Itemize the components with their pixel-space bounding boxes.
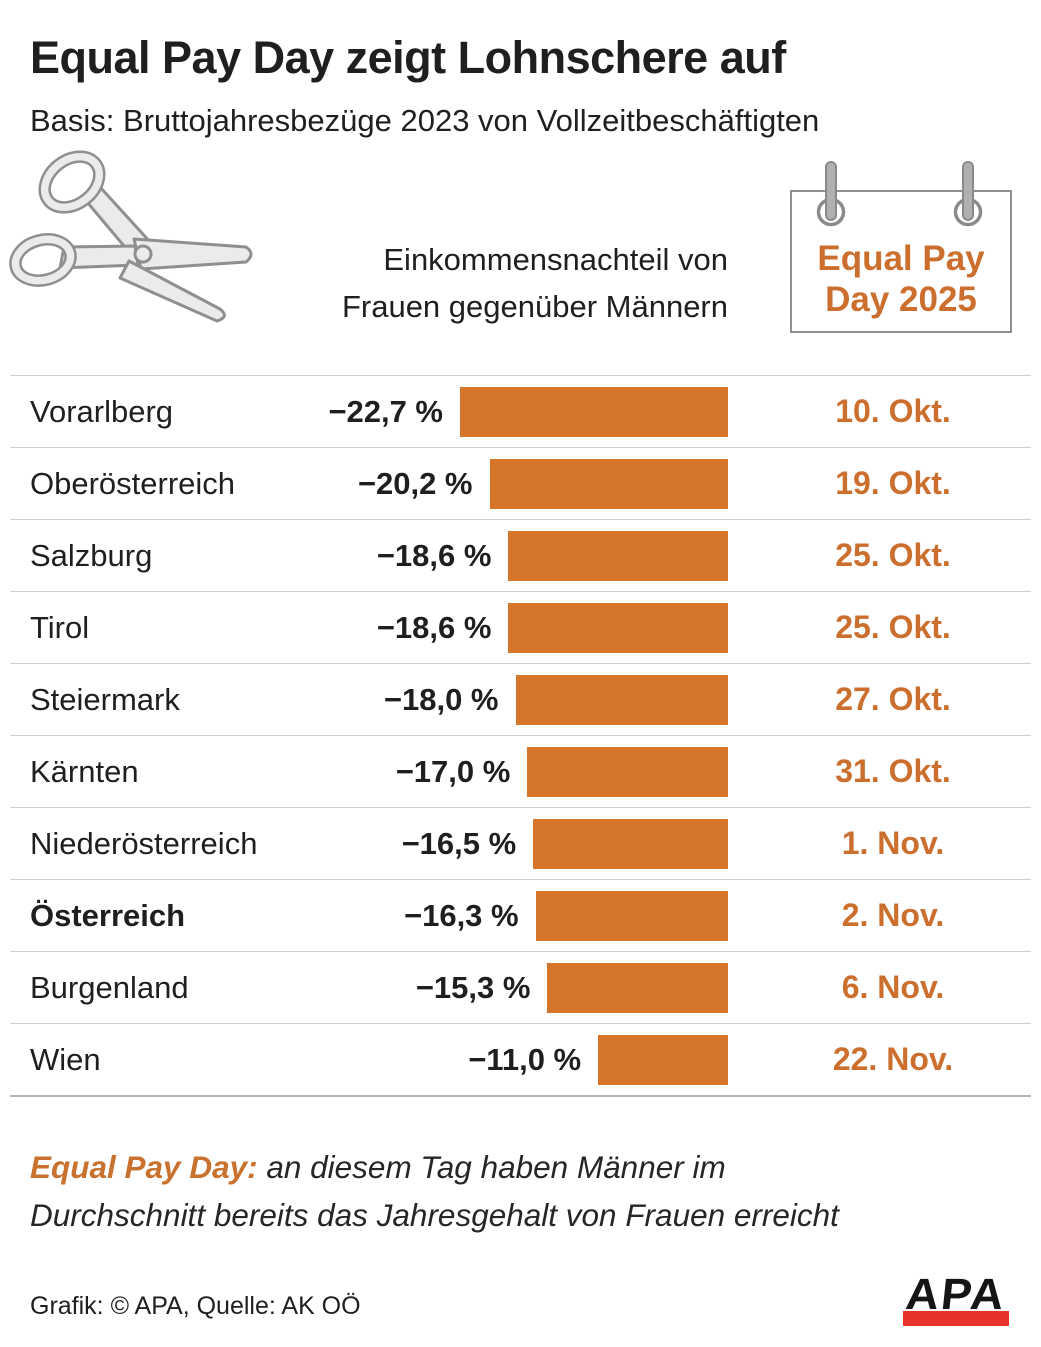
region-label: Wien: [30, 1041, 101, 1077]
apa-logo-red-bar: [903, 1311, 1009, 1326]
row-date-section: 6. Nov.: [728, 969, 1031, 1006]
calendar-label-line1: Equal Pay: [817, 239, 985, 278]
region-label: Niederösterreich: [30, 825, 258, 861]
bar: [515, 674, 728, 725]
date-label: 25. Okt.: [835, 609, 951, 645]
row-bar-section: Oberösterreich −20,2 %: [10, 448, 728, 519]
region-label: Burgenland: [30, 969, 189, 1005]
region-label: Salzburg: [30, 537, 153, 573]
row-date-section: 10. Okt.: [728, 393, 1031, 430]
date-label: 27. Okt.: [835, 681, 951, 717]
row-bar-section: Salzburg −18,6 %: [10, 520, 728, 591]
value-label: −15,3 %: [415, 969, 531, 1005]
calendar-rings-icon: [816, 161, 983, 227]
bar: [489, 458, 728, 509]
bar-column-label-line1: Einkommensnachteil von: [383, 242, 728, 277]
value-label: −17,0 %: [395, 753, 511, 789]
date-label: 31. Okt.: [835, 753, 951, 789]
value-label: −18,6 %: [376, 537, 492, 573]
footnote-line1-rest: an diesem Tag haben Männer im: [257, 1149, 726, 1185]
region-label: Steiermark: [30, 681, 180, 717]
value-label: −18,6 %: [376, 609, 492, 645]
scissors-icon: [9, 150, 253, 323]
table-row: Wien −11,0 % 22. Nov.: [10, 1023, 1031, 1097]
footnote: Equal Pay Day: an diesem Tag haben Männe…: [30, 1143, 970, 1239]
value-label: −11,0 %: [468, 1041, 582, 1077]
bar: [460, 386, 728, 437]
value-label: −22,7 %: [328, 393, 443, 429]
date-label: 6. Nov.: [841, 969, 945, 1005]
row-date-section: 22. Nov.: [728, 1041, 1031, 1078]
table-row: Kärnten −17,0 % 31. Okt.: [10, 735, 1031, 807]
region-label: Tirol: [30, 609, 90, 645]
source-credit: Grafik: © APA, Quelle: AK OÖ: [30, 1292, 361, 1320]
bar: [527, 746, 728, 797]
value-label: −16,3 %: [403, 897, 519, 933]
row-bar-section: Vorarlberg −22,7 %: [10, 376, 728, 447]
region-label: Österreich: [30, 897, 186, 933]
table-row: Steiermark −18,0 % 27. Okt.: [10, 663, 1031, 735]
date-label: 10. Okt.: [835, 393, 951, 429]
value-label: −16,5 %: [401, 825, 517, 861]
row-date-section: 1. Nov.: [728, 825, 1031, 862]
bar: [547, 962, 728, 1013]
row-bar-section: Kärnten −17,0 %: [10, 736, 728, 807]
row-date-section: 27. Okt.: [728, 681, 1031, 718]
table-row: Tirol −18,6 % 25. Okt.: [10, 591, 1031, 663]
row-bar-section: Niederösterreich −16,5 %: [10, 808, 728, 879]
row-date-section: 25. Okt.: [728, 537, 1031, 574]
table-row: Oberösterreich −20,2 % 19. Okt.: [10, 447, 1031, 519]
apa-logo: APA: [903, 1269, 1009, 1326]
date-label: 2. Nov.: [841, 897, 945, 933]
date-label: 25. Okt.: [835, 537, 951, 573]
row-date-section: 2. Nov.: [728, 897, 1031, 934]
footnote-line1: Equal Pay Day: an diesem Tag haben Männe…: [30, 1143, 970, 1191]
bar: [508, 530, 728, 581]
row-bar-section: Österreich −16,3 %: [10, 880, 728, 951]
table-row: Österreich −16,3 % 2. Nov.: [10, 879, 1031, 951]
footnote-line2: Durchschnitt bereits das Jahresgehalt vo…: [30, 1197, 839, 1233]
date-label: 22. Nov.: [832, 1041, 954, 1077]
page-title: Equal Pay Day zeigt Lohnschere auf: [30, 32, 786, 83]
row-bar-section: Steiermark −18,0 %: [10, 664, 728, 735]
calendar-label-line2: Day 2025: [825, 280, 977, 319]
table-row: Vorarlberg −22,7 % 10. Okt.: [10, 375, 1031, 447]
bar: [598, 1034, 728, 1085]
region-label: Vorarlberg: [30, 393, 174, 429]
date-label: 1. Nov.: [841, 825, 945, 861]
row-bar-section: Tirol −18,6 %: [10, 592, 728, 663]
row-date-section: 19. Okt.: [728, 465, 1031, 502]
value-label: −18,0 %: [383, 681, 499, 717]
table: Vorarlberg −22,7 % 10. Okt. Oberösterrei…: [10, 375, 1031, 1097]
row-bar-section: Burgenland −15,3 %: [10, 952, 728, 1023]
bar-column-label-line2: Frauen gegenüber Männern: [341, 289, 728, 324]
page-subtitle: Basis: Bruttojahresbezüge 2023 von Vollz…: [30, 103, 820, 138]
bar: [533, 818, 728, 869]
row-date-section: 31. Okt.: [728, 753, 1031, 790]
row-bar-section: Wien −11,0 %: [10, 1024, 728, 1095]
bar: [508, 602, 728, 653]
table-row: Burgenland −15,3 % 6. Nov.: [10, 951, 1031, 1023]
bar: [535, 890, 728, 941]
row-date-section: 25. Okt.: [728, 609, 1031, 646]
table-row: Salzburg −18,6 % 25. Okt.: [10, 519, 1031, 591]
date-label: 19. Okt.: [835, 465, 951, 501]
region-label: Kärnten: [30, 753, 139, 789]
apa-logo-text: APA: [903, 1269, 1009, 1319]
bar-column-label: Einkommensnachteil von Frauen gegenüber …: [342, 236, 728, 330]
table-row: Niederösterreich −16,5 % 1. Nov.: [10, 807, 1031, 879]
region-label: Oberösterreich: [30, 465, 236, 501]
footnote-lead: Equal Pay Day:: [30, 1149, 258, 1185]
value-label: −20,2 %: [357, 465, 473, 501]
